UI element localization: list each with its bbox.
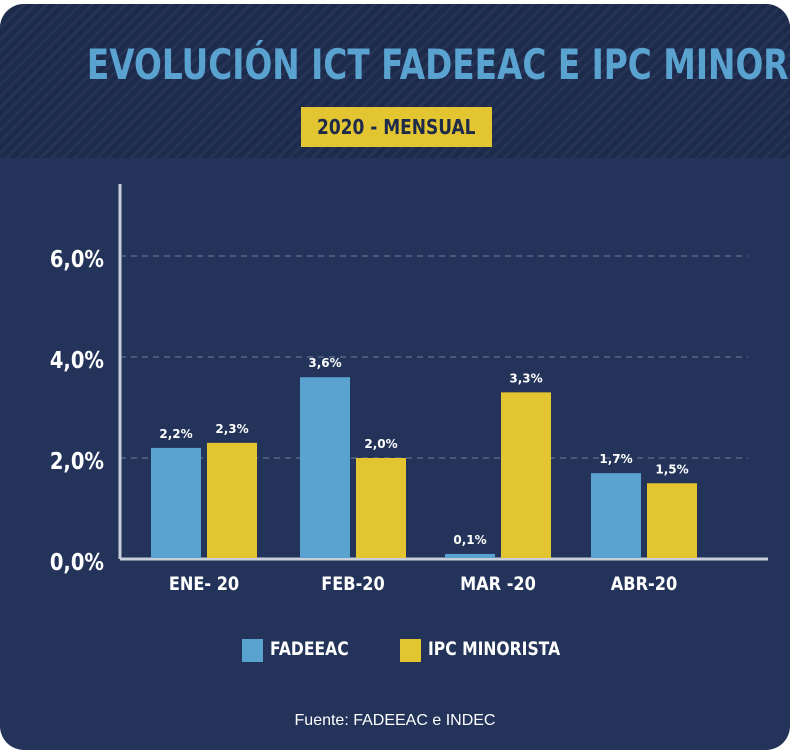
chart-card: EVOLUCIÓN ICT FADEEAC E IPC MINORISTA 20… bbox=[0, 4, 790, 750]
data-label: 2,3% bbox=[215, 422, 248, 436]
legend-swatch-fadeeac bbox=[242, 639, 263, 662]
y-tick-label: 2,0% bbox=[50, 449, 104, 476]
bar bbox=[501, 392, 551, 558]
data-label: 0,1% bbox=[453, 533, 486, 547]
y-tick-label: 6,0% bbox=[50, 247, 104, 274]
x-tick-label: ABR-20 bbox=[611, 574, 677, 596]
x-tick-label: FEB-20 bbox=[321, 574, 385, 596]
data-label: 2,0% bbox=[364, 437, 397, 451]
data-label: 3,3% bbox=[509, 371, 542, 385]
y-tick-label: 4,0% bbox=[50, 348, 104, 375]
data-label: 1,7% bbox=[599, 452, 632, 466]
legend-label-fadeeac: FADEEAC bbox=[270, 638, 349, 660]
source-note: Fuente: FADEEAC e INDEC bbox=[294, 712, 496, 729]
bar bbox=[151, 447, 201, 558]
legend-swatch-ipc bbox=[400, 639, 421, 662]
bar bbox=[356, 458, 406, 558]
header-band bbox=[0, 4, 790, 158]
data-label: 1,5% bbox=[655, 462, 688, 476]
bar bbox=[647, 483, 697, 558]
legend-label-ipc: IPC MINORISTA bbox=[428, 638, 561, 660]
data-label: 2,2% bbox=[159, 427, 192, 441]
bar bbox=[445, 553, 495, 558]
data-label: 3,6% bbox=[308, 356, 341, 370]
y-tick-label: 0,0% bbox=[50, 550, 104, 577]
bar bbox=[207, 442, 257, 558]
x-tick-label: MAR -20 bbox=[460, 574, 536, 596]
bar bbox=[300, 377, 350, 558]
chart-title: EVOLUCIÓN ICT FADEEAC E IPC MINORISTA bbox=[86, 40, 790, 89]
bar bbox=[591, 473, 641, 558]
x-tick-label: ENE- 20 bbox=[169, 574, 239, 596]
chart-subtitle-badge: 2020 - MENSUAL bbox=[301, 107, 492, 147]
chart-subtitle: 2020 - MENSUAL bbox=[317, 115, 476, 139]
